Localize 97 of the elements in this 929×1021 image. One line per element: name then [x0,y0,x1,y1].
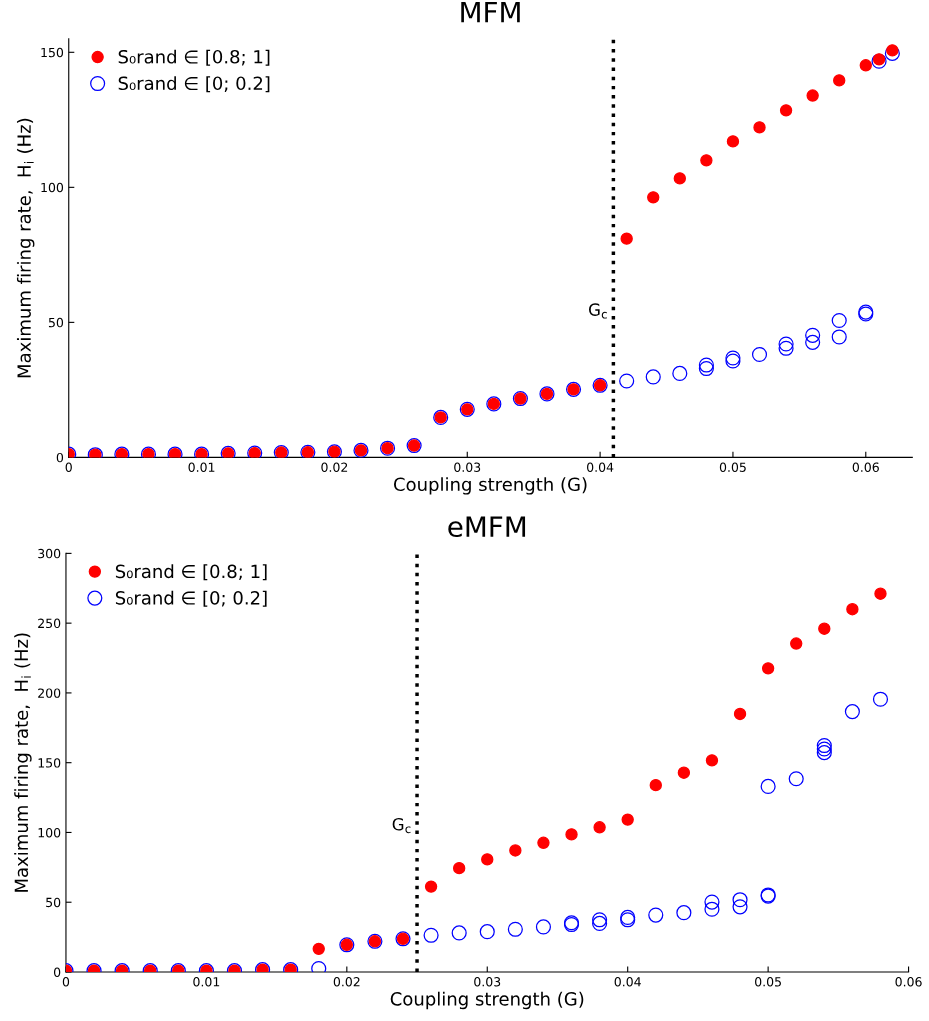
point [872,691,889,707]
point [760,778,776,794]
x-tick-label: 0.06 [852,462,879,472]
y-tick-label: 100 [38,827,61,838]
point [831,329,847,345]
point [565,828,578,841]
point [846,603,859,616]
legend-label: S₀rand ∈ [0; 0.2] [118,76,270,93]
point [479,924,495,940]
y-tick-label: 150 [38,758,61,768]
point [592,915,608,932]
point [509,844,522,857]
point [620,232,633,245]
y-tick-label: 50 [48,317,64,328]
point [677,766,691,779]
point [312,942,325,956]
y-tick-label: 100 [41,182,64,193]
point [816,737,832,754]
x-tick-label: 0.04 [587,462,614,472]
x-tick-label: 0.05 [755,977,781,987]
point [818,622,831,635]
x-tick-label: 0.05 [719,462,746,472]
point [788,771,804,787]
x-tick-label: 0.04 [614,977,641,987]
point [831,312,847,329]
point [619,373,635,389]
point [647,191,660,204]
x-tick-label: 0.01 [188,462,215,472]
point [778,336,794,352]
point [886,44,899,57]
y-tick-label: 200 [38,688,61,698]
point [778,340,794,356]
point [805,334,821,350]
point [704,901,720,917]
y-tick-label: 150 [41,47,64,58]
point [673,172,686,185]
point [761,662,775,675]
point [859,59,872,72]
point [705,754,719,767]
x-tick-label: 0.03 [454,462,481,472]
point [844,704,860,720]
y-axis-title: Maximum firing rate, H$_{i}$ (Hz) [16,118,35,378]
x-tick-label: 0.06 [895,977,922,987]
legend-label: S₀rand ∈ [0.8; 1] [118,49,270,66]
point [535,919,552,935]
point [806,89,819,102]
point [726,135,740,148]
point [621,813,634,826]
y-tick-label: 250 [38,618,61,629]
point [676,905,692,921]
point [698,357,714,373]
point [874,587,887,600]
point [753,121,766,134]
point [423,927,439,943]
x-tick-label: 0.01 [193,977,220,987]
point [833,74,846,87]
x-tick-label: 0.03 [474,977,501,987]
chart-title: MFM [461,1,520,23]
point [649,778,662,792]
point [593,821,606,834]
y-tick-label: 0 [53,967,61,977]
legend-label: S₀rand ∈ [0.8; 1] [115,564,267,581]
point [452,861,466,875]
point [732,899,748,915]
x-tick-label: 0 [65,462,72,472]
point [704,894,720,910]
ref-line-label: G$_{c}$ [588,303,607,319]
y-tick-label: 0 [56,452,64,463]
point [672,365,688,381]
x-tick-label: 0.02 [321,462,348,472]
point [751,346,768,363]
point [648,907,664,923]
point [592,912,608,928]
x-axis-title: Coupling strength (G) [390,991,584,1010]
legend-label: S₀rand ∈ [0; 0.2] [115,590,267,607]
chart-title: eMFM [448,516,526,538]
y-tick-label: 50 [46,897,61,908]
x-axis-title: Coupling strength (G) [393,477,587,495]
point [732,892,748,908]
ref-line-label: G$_{c}$ [392,817,411,834]
point [816,745,832,761]
point [645,369,661,385]
point [733,707,747,721]
point [700,154,713,167]
point [424,880,438,893]
point [779,104,793,117]
point [507,921,523,937]
point [481,853,494,866]
point [805,327,821,343]
point [698,360,714,377]
y-tick-label: 300 [38,548,61,559]
point [451,925,467,941]
point [537,836,550,849]
point [790,637,803,650]
y-axis-title: Maximum firing rate, H$_{i}$ (Hz) [14,633,32,892]
point [816,741,832,757]
x-tick-label: 0.02 [333,977,360,987]
